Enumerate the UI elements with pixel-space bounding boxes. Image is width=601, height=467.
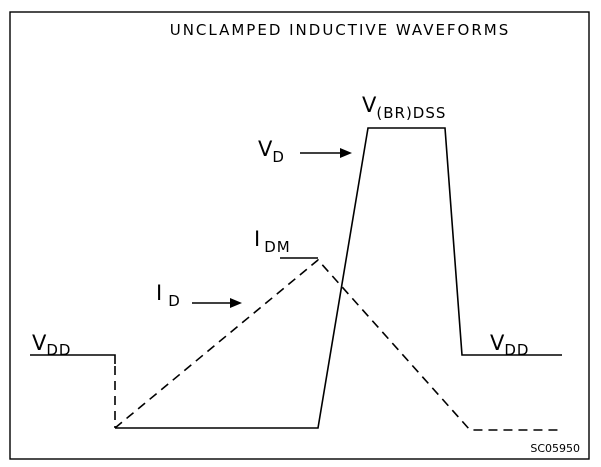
label-vdd-right: VDD: [490, 331, 529, 359]
vd-waveform-start: [30, 354, 116, 364]
label-vdd-left: VDD: [32, 331, 71, 359]
vd-arrow: [300, 148, 352, 158]
id-waveform: [114, 258, 562, 431]
label-idm: I DM: [254, 227, 291, 256]
frame: [9, 11, 590, 460]
figure-code: SC05950: [530, 442, 580, 455]
title: UNCLAMPED INDUCTIVE WAVEFORMS: [170, 21, 511, 39]
id-arrow: [192, 298, 242, 308]
vd-waveform: [115, 127, 562, 429]
label-vbr: V(BR)DSS: [362, 93, 446, 122]
label-vd: VD: [258, 137, 285, 166]
